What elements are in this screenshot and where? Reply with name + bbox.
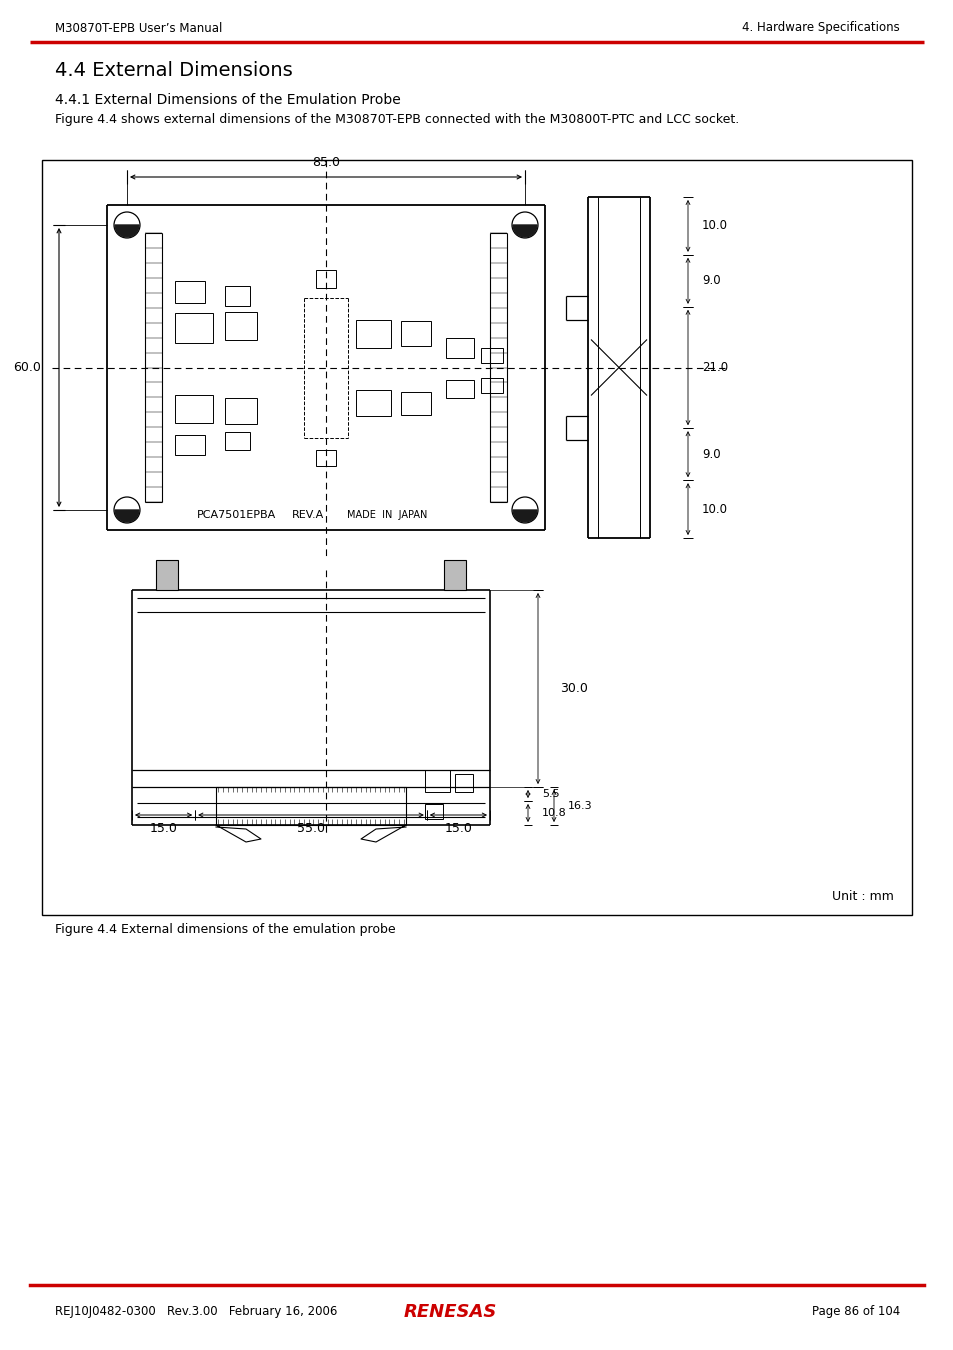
Text: M30870T-EPB User’s Manual: M30870T-EPB User’s Manual (55, 22, 222, 35)
Text: 60.0: 60.0 (13, 360, 41, 374)
Bar (315, 270, 335, 288)
Bar (480, 347, 502, 363)
Bar (355, 320, 391, 347)
Bar (446, 338, 474, 358)
Bar (480, 378, 502, 393)
Bar (424, 805, 442, 819)
Polygon shape (513, 225, 537, 238)
Text: 10.0: 10.0 (701, 502, 727, 516)
Polygon shape (115, 225, 139, 238)
Bar (400, 320, 431, 346)
Bar (174, 312, 213, 343)
Bar (225, 397, 256, 424)
Text: 10.8: 10.8 (541, 809, 566, 818)
Bar (225, 285, 250, 305)
Text: 4.4.1 External Dimensions of the Emulation Probe: 4.4.1 External Dimensions of the Emulati… (55, 93, 400, 107)
Text: 10.0: 10.0 (701, 220, 727, 232)
Polygon shape (115, 510, 139, 522)
Text: 30.0: 30.0 (559, 682, 587, 695)
Bar (174, 394, 213, 423)
Text: Page 86 of 104: Page 86 of 104 (811, 1305, 899, 1319)
Text: 15.0: 15.0 (150, 822, 177, 836)
Bar (400, 392, 431, 414)
Bar (455, 774, 473, 792)
Text: 4.4 External Dimensions: 4.4 External Dimensions (55, 61, 293, 80)
Text: 16.3: 16.3 (567, 801, 592, 811)
Text: 85.0: 85.0 (312, 157, 339, 170)
Bar (174, 435, 205, 455)
Text: Figure 4.4 External dimensions of the emulation probe: Figure 4.4 External dimensions of the em… (55, 923, 395, 937)
Text: 4. Hardware Specifications: 4. Hardware Specifications (741, 22, 899, 35)
Text: REV.A: REV.A (292, 510, 324, 520)
Text: Unit : mm: Unit : mm (831, 891, 893, 903)
Text: PCA7501EPBA: PCA7501EPBA (196, 510, 276, 520)
Bar (315, 450, 335, 466)
Bar (446, 379, 474, 397)
Bar (42, 161, 911, 915)
Text: 9.0: 9.0 (701, 274, 720, 288)
Text: MADE  IN  JAPAN: MADE IN JAPAN (347, 510, 427, 520)
Bar (443, 560, 465, 590)
Bar (225, 432, 250, 450)
Bar (156, 560, 178, 590)
Text: Figure 4.4 shows external dimensions of the M30870T-EPB connected with the M3080: Figure 4.4 shows external dimensions of … (55, 113, 739, 127)
Bar (174, 281, 205, 302)
Polygon shape (513, 510, 537, 522)
Text: RENESAS: RENESAS (403, 1303, 497, 1322)
Text: 55.0: 55.0 (296, 822, 325, 836)
Text: 15.0: 15.0 (444, 822, 472, 836)
Text: 9.0: 9.0 (701, 448, 720, 460)
Bar (355, 390, 391, 416)
Text: REJ10J0482-0300   Rev.3.00   February 16, 2006: REJ10J0482-0300 Rev.3.00 February 16, 20… (55, 1305, 337, 1319)
Bar (225, 312, 256, 339)
Bar (424, 769, 450, 792)
Text: 21.0: 21.0 (701, 360, 727, 374)
Text: 5.5: 5.5 (541, 788, 559, 799)
